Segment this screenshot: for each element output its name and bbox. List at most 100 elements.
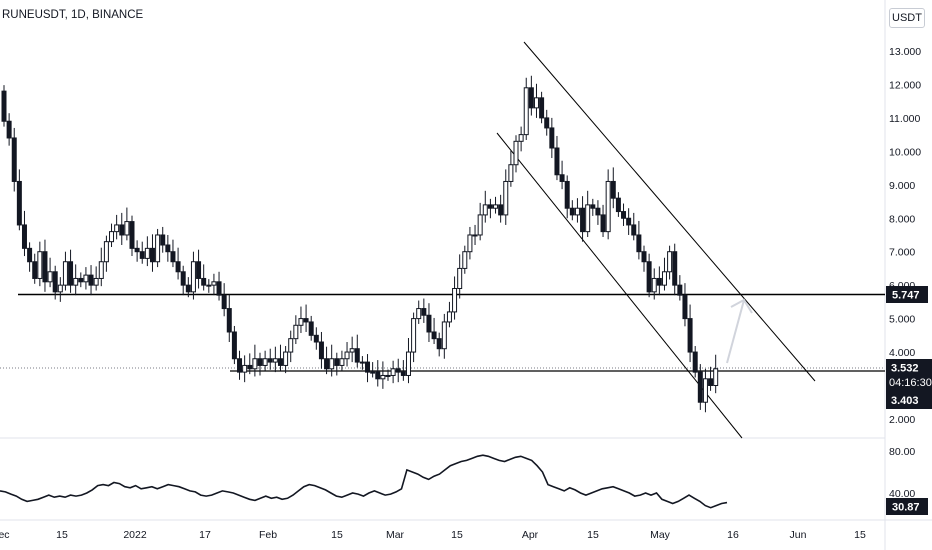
candle: [697, 364, 703, 410]
candle: [554, 135, 560, 181]
candle: [226, 294, 232, 343]
candle: [237, 350, 243, 380]
time-axis: ec 15 2022 17 Feb 15 Mar 15 Apr 15 May 16 Jun 15: [0, 529, 866, 541]
candle: [114, 214, 120, 240]
time-tick-label: 15: [854, 529, 866, 541]
time-tick-label: May: [650, 529, 671, 541]
candle: [201, 264, 207, 291]
candle: [477, 202, 483, 241]
candle: [421, 298, 427, 323]
candle: [692, 346, 698, 378]
candle: [569, 200, 575, 221]
candle: [206, 279, 212, 293]
candle: [47, 257, 53, 288]
candle: [252, 344, 258, 377]
candle: [405, 338, 411, 384]
candle: [37, 241, 43, 287]
candle: [585, 190, 591, 237]
candle: [595, 200, 601, 225]
candle: [636, 220, 642, 260]
candle: [677, 275, 683, 301]
candle: [83, 267, 89, 290]
time-tick-label: 15: [451, 529, 463, 541]
currency-unit-selector[interactable]: USDT: [889, 8, 925, 28]
candle: [303, 304, 309, 332]
price-tick-label: 12.000: [889, 79, 921, 91]
candle: [324, 346, 330, 375]
time-tick-label: Feb: [259, 529, 277, 541]
candle: [682, 283, 688, 327]
candle: [62, 251, 68, 291]
candle: [559, 160, 565, 190]
candle: [687, 304, 693, 363]
resistance-price-badge: 5.747: [886, 286, 928, 303]
projection-arrow[interactable]: [726, 298, 753, 364]
candle: [518, 126, 524, 152]
candle: [656, 266, 662, 296]
candle: [257, 352, 263, 376]
candle: [262, 350, 268, 371]
candle: [11, 127, 17, 192]
candle: [349, 336, 355, 363]
candle: [667, 245, 673, 280]
candle: [277, 344, 283, 371]
candle: [513, 135, 519, 173]
candle: [564, 175, 570, 219]
oscillator-line: [0, 454, 728, 509]
candle: [272, 346, 278, 373]
price-tick-label: 11.000: [889, 113, 920, 125]
candle: [16, 169, 22, 231]
candle: [605, 169, 611, 240]
candle: [308, 315, 314, 341]
price-tick-label: 5.000: [889, 314, 915, 326]
candle: [283, 346, 289, 374]
candle: [615, 192, 621, 217]
price-tick-label: 2.000: [889, 414, 915, 426]
oscillator-value-badge: 30.87: [886, 498, 928, 515]
candle: [467, 226, 473, 260]
candle: [124, 207, 130, 241]
candle: [109, 223, 115, 248]
time-tick-label: 15: [56, 529, 68, 541]
candle: [68, 249, 74, 293]
candle: [329, 344, 335, 377]
candle: [78, 272, 84, 288]
candle: [641, 245, 647, 272]
candle: [385, 369, 391, 381]
candle: [196, 249, 202, 289]
candle: [339, 350, 345, 371]
oscillator-tick-label: 80.00: [889, 446, 915, 458]
candle: [175, 247, 181, 280]
candle: [52, 265, 58, 300]
candle: [298, 306, 304, 333]
candle: [708, 366, 714, 391]
candle: [318, 331, 324, 369]
candle: [216, 271, 222, 301]
candle: [416, 300, 422, 324]
candle: [313, 327, 319, 350]
candle: [493, 196, 499, 214]
price-tick-label: 13.000: [889, 46, 921, 58]
candle: [503, 169, 509, 225]
candle: [165, 234, 171, 262]
candle: [344, 342, 350, 367]
candle: [185, 277, 191, 298]
candle: [544, 109, 550, 136]
candle: [293, 315, 299, 345]
candle: [482, 190, 488, 223]
candle: [508, 150, 514, 187]
candle: [523, 77, 529, 140]
candle: [73, 264, 79, 296]
candle: [390, 360, 396, 384]
time-tick-label: Apr: [522, 529, 539, 541]
last-price-label: 3.532: [891, 363, 919, 375]
time-tick-label: 15: [587, 529, 599, 541]
time-tick-label: Jun: [790, 529, 807, 541]
low-price-label: 3.403: [891, 395, 919, 407]
price-tick-label: 9.000: [889, 180, 915, 192]
candle: [6, 113, 12, 146]
candles: [1, 75, 719, 413]
candle: [472, 224, 478, 246]
channel-upper-line[interactable]: [523, 41, 816, 382]
